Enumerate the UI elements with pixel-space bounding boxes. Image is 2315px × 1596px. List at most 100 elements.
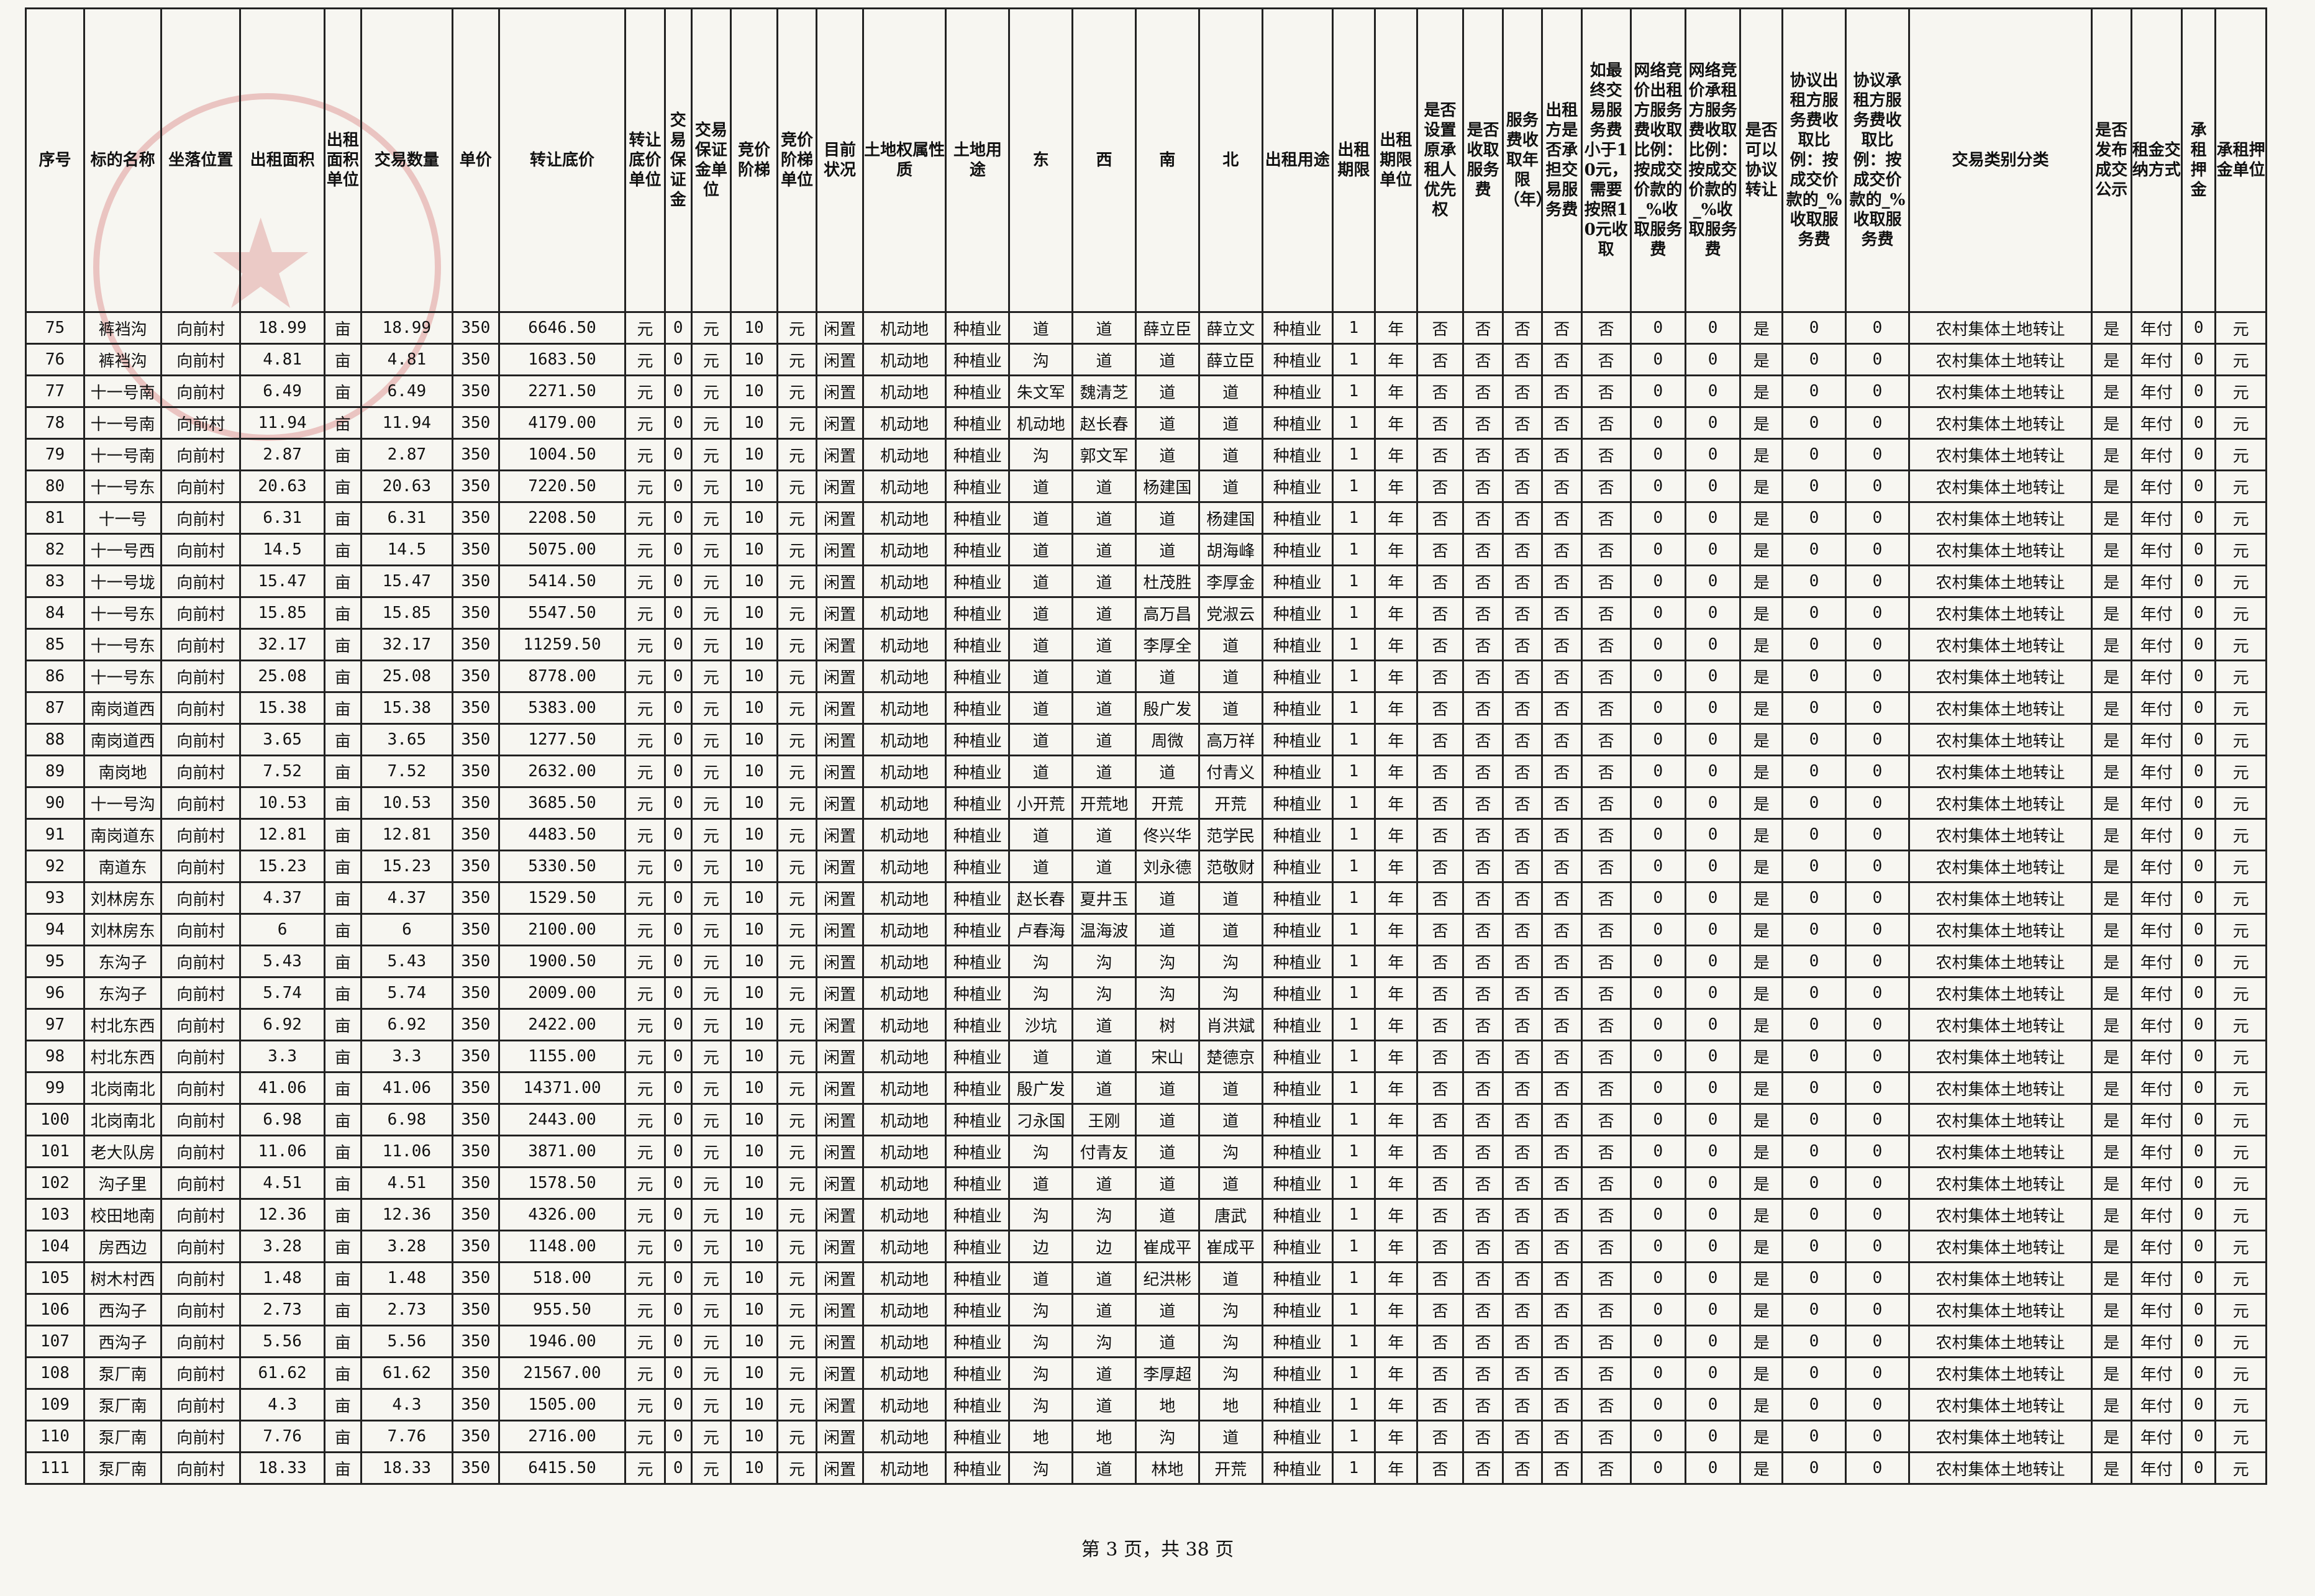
- table-cell: 机动地: [862, 1040, 947, 1073]
- table-cell: 0: [1781, 945, 1847, 978]
- table-cell: 开荒: [1198, 786, 1263, 820]
- table-cell: 高万祥: [1198, 723, 1263, 756]
- table-cell: 是: [2091, 533, 2132, 566]
- table-cell: 年: [1373, 1230, 1418, 1263]
- table-cell: 否: [1416, 1198, 1465, 1231]
- table-cell: 0: [1781, 1071, 1847, 1105]
- table-cell: 刘永德: [1134, 850, 1200, 883]
- table-cell: 年付: [2130, 564, 2183, 598]
- table-cell: 道: [1198, 1261, 1263, 1295]
- table-cell: 元: [2214, 1388, 2267, 1421]
- table-cell: 0: [1629, 976, 1686, 1010]
- table-cell: 是: [2091, 564, 2132, 598]
- table-cell: 元: [624, 850, 666, 883]
- table-cell: 年: [1373, 976, 1418, 1010]
- table-cell: 元: [776, 438, 818, 471]
- table-cell: 10: [730, 438, 778, 471]
- table-cell: 0: [1845, 564, 1910, 598]
- table-cell: 道: [1071, 1040, 1137, 1073]
- table-cell: 87: [25, 691, 85, 725]
- table-cell: 否: [1580, 1388, 1632, 1421]
- table-cell: 3871.00: [498, 1135, 627, 1168]
- table-cell: 是: [2091, 786, 2132, 820]
- table-cell: 种植业: [1261, 1293, 1334, 1326]
- table-cell: 否: [1501, 755, 1544, 788]
- table-cell: 农村集体土地转让: [1908, 374, 2093, 408]
- table-cell: 元: [624, 1420, 666, 1453]
- table-row: 104 房西边 向前村 3.28 亩 3.28 350 1148.00 元 0 元 10 元闲置 机动地种…: [25, 1230, 2267, 1263]
- table-cell: 种植业: [945, 1420, 1011, 1453]
- table-cell: 否: [1580, 818, 1632, 851]
- table-cell: 向前村: [160, 1388, 242, 1421]
- table-cell: 否: [1580, 311, 1632, 345]
- table-cell: 向前村: [160, 1451, 242, 1485]
- table-cell: 1: [1331, 1420, 1376, 1453]
- table-cell: 种植业: [945, 1451, 1011, 1485]
- table-cell: 0: [1684, 343, 1742, 376]
- table-cell: 种植业: [945, 1356, 1011, 1390]
- table-cell: 是: [2091, 1356, 2132, 1390]
- table-cell: 道: [1071, 1388, 1137, 1421]
- table-cell: 10: [730, 501, 778, 535]
- table-body: 75 裤裆沟 向前村 18.99 亩 18.99 350 6646.50 元 0 元 10 元闲置 机动地…: [25, 311, 2267, 1485]
- table-cell: 殷广发: [1008, 1071, 1074, 1105]
- table-cell: 元: [624, 1071, 666, 1105]
- table-cell: 年: [1373, 1135, 1418, 1168]
- table-cell: 沟: [1008, 1135, 1074, 1168]
- table-cell: 机动地: [862, 1198, 947, 1231]
- table-cell: 否: [1501, 1230, 1544, 1263]
- table-cell: 向前村: [160, 1071, 242, 1105]
- table-cell: 否: [1416, 406, 1465, 440]
- table-cell: 向前村: [160, 1293, 242, 1326]
- table-cell: 否: [1541, 1230, 1583, 1263]
- table-cell: 年: [1373, 818, 1418, 851]
- table-cell: 元: [776, 564, 818, 598]
- table-cell: 校田地南: [83, 1198, 163, 1231]
- table-cell: 元: [776, 469, 818, 503]
- table-cell: 61.62: [239, 1356, 325, 1390]
- table-cell: 1: [1331, 1325, 1376, 1358]
- table-cell: 350: [451, 533, 500, 566]
- table-row: 111 泵厂南 向前村 18.33 亩 18.33 350 6415.50 元 0 元 10 元闲置 机动…: [25, 1451, 2267, 1485]
- table-cell: 李厚超: [1134, 1356, 1200, 1390]
- table-cell: 0: [1845, 1293, 1910, 1326]
- table-cell: 否: [1501, 1261, 1544, 1295]
- table-cell: 村北东西: [83, 1040, 163, 1073]
- table-cell: 道: [1008, 628, 1074, 661]
- table-cell: 96: [25, 976, 85, 1010]
- table-cell: 种植业: [1261, 596, 1334, 630]
- table-cell: 否: [1416, 691, 1465, 725]
- table-cell: 元: [624, 691, 666, 725]
- table-cell: 向前村: [160, 1420, 242, 1453]
- table-cell: 向前村: [160, 1040, 242, 1073]
- table-cell: 元: [776, 596, 818, 630]
- table-cell: 地: [1198, 1388, 1263, 1421]
- table-cell: 2100.00: [498, 913, 627, 946]
- table-cell: 1: [1331, 818, 1376, 851]
- table-cell: 沟: [1008, 1356, 1074, 1390]
- table-cell: 机动地: [862, 755, 947, 788]
- table-cell: 否: [1580, 1420, 1632, 1453]
- table-cell: 种植业: [945, 660, 1011, 693]
- table-cell: 亩: [323, 1166, 362, 1200]
- table-cell: 亩: [323, 723, 362, 756]
- table-cell: 0: [1845, 501, 1910, 535]
- table-cell: 1: [1331, 1356, 1376, 1390]
- table-cell: 1.48: [360, 1261, 453, 1295]
- table-cell: 10: [730, 1356, 778, 1390]
- table-cell: 元: [776, 755, 818, 788]
- table-cell: 350: [451, 596, 500, 630]
- table-cell: 元: [2214, 1325, 2267, 1358]
- table-cell: 0: [1781, 374, 1847, 408]
- table-cell: 元: [776, 1261, 818, 1295]
- table-cell: 闲置: [816, 1230, 864, 1263]
- table-cell: 亩: [323, 1388, 362, 1421]
- table-cell: 否: [1541, 1135, 1583, 1168]
- table-cell: 闲置: [816, 1325, 864, 1358]
- table-cell: 元: [690, 945, 732, 978]
- table-cell: 0: [1781, 1135, 1847, 1168]
- table-cell: 元: [776, 1388, 818, 1421]
- table-cell: 0: [1629, 1325, 1686, 1358]
- table-cell: 范学民: [1198, 818, 1263, 851]
- table-cell: 0: [1845, 1388, 1910, 1421]
